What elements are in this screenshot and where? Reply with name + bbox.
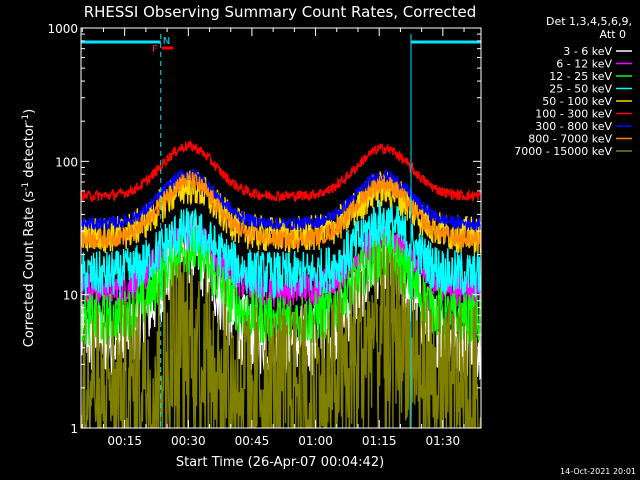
y-ticks: 1 10 100 1000 — [47, 22, 481, 436]
legend-label-0: 3 - 6 keV — [563, 45, 612, 58]
series-line-3 — [80, 199, 482, 299]
legend-header-line2: Att 0 — [600, 28, 626, 41]
series-line-4 — [80, 169, 482, 255]
series-line-5 — [80, 140, 482, 204]
legend-label-7: 800 - 7000 keV — [528, 133, 612, 146]
legend-label-2: 12 - 25 keV — [549, 70, 612, 83]
y-tick-label: 100 — [55, 155, 78, 169]
plot-frame — [80, 27, 482, 429]
legend-label-4: 50 - 100 keV — [542, 95, 612, 108]
saa-flag-label: N — [163, 36, 170, 47]
x-axis-label: Start Time (26-Apr-07 00:04:42) — [176, 455, 384, 470]
y-tick-label: 1 — [70, 422, 78, 436]
series-line-7 — [80, 171, 482, 251]
x-tick-label: 00:15 — [107, 434, 142, 448]
series-group — [80, 140, 482, 429]
x-tick-label: 01:15 — [362, 434, 397, 448]
legend-label-6: 300 - 800 keV — [535, 120, 612, 133]
chart-title: RHESSI Observing Summary Count Rates, Co… — [84, 3, 477, 21]
x-tick-label: 01:30 — [426, 434, 461, 448]
series-line-8 — [80, 245, 482, 429]
legend-label-3: 25 - 50 keV — [549, 83, 612, 96]
x-tick-label: 01:00 — [298, 434, 333, 448]
y-tick-label: 1000 — [47, 22, 78, 36]
series-line-6 — [80, 168, 482, 232]
legend-header-line1: Det 1,3,4,5,6,9, — [546, 15, 632, 28]
x-tick-label: 00:30 — [171, 434, 206, 448]
timestamp: 14-Oct-2021 20:01 — [560, 467, 636, 476]
y-tick-label: 10 — [63, 289, 78, 303]
y-axis-label: Corrected Count Rate (s-1 detector-1) — [21, 109, 37, 347]
x-tick-label: 00:45 — [235, 434, 270, 448]
legend-label-5: 100 - 300 keV — [535, 108, 612, 121]
legend-label-1: 6 - 12 keV — [556, 58, 612, 71]
x-ticks: 00:15 00:30 00:45 01:00 01:15 01:30 — [81, 28, 465, 448]
legend-label-8: 7000 - 15000 keV — [514, 145, 612, 158]
flare-flag-label: F — [152, 44, 158, 55]
